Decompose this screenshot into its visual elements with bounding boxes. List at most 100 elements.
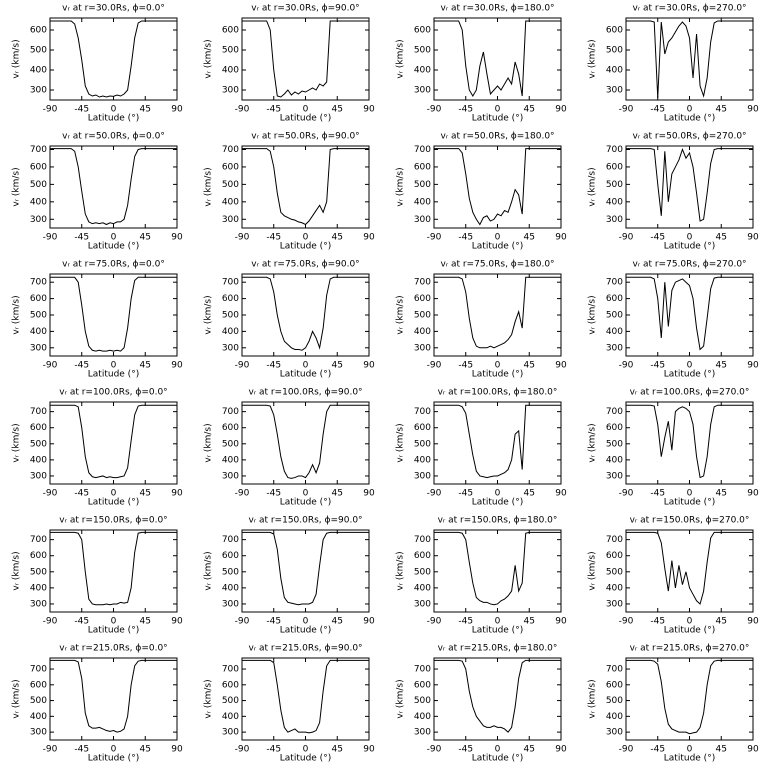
data-line xyxy=(434,531,561,606)
y-tick-label: 300 xyxy=(414,599,431,609)
x-tick-label: 0 xyxy=(111,617,117,627)
y-tick-label: 700 xyxy=(222,145,239,155)
plot-frame xyxy=(241,529,370,613)
x-tick-label: 90 xyxy=(555,489,567,499)
plot-frame xyxy=(241,17,370,101)
y-axis-label: vᵣ (km/s) xyxy=(12,679,22,718)
y-tick-label: 300 xyxy=(222,86,239,96)
y-tick-label: 700 xyxy=(606,535,623,545)
y-tick-label: 600 xyxy=(606,26,623,36)
y-tick-label: 700 xyxy=(414,145,431,155)
x-tick-label: 0 xyxy=(111,105,117,115)
y-tick-label: 600 xyxy=(414,680,431,690)
y-tick-label: 600 xyxy=(222,551,239,561)
panel: vᵣ at r=50.0Rs, ϕ=270.0° -90 -45 0 45 90 300 40… xyxy=(588,132,759,252)
x-tick-label: 45 xyxy=(524,105,535,115)
panel-title: vᵣ at r=150.0Rs, ϕ=180.0° xyxy=(438,516,558,526)
x-tick-label: 90 xyxy=(363,617,375,627)
panel: vᵣ at r=150.0Rs, ϕ=270.0° -90 -45 0 45 90 300 4… xyxy=(588,516,759,636)
y-tick-label: 700 xyxy=(414,535,431,545)
y-axis-label: vᵣ (km/s) xyxy=(204,39,214,78)
x-tick-label: 45 xyxy=(716,105,727,115)
x-tick-label: 45 xyxy=(332,489,343,499)
x-tick-label: -90 xyxy=(427,233,442,243)
x-tick-label: -90 xyxy=(427,105,442,115)
plot-frame xyxy=(241,657,370,741)
y-tick-label: 600 xyxy=(414,26,431,36)
data-line xyxy=(626,276,753,351)
x-tick-label: 45 xyxy=(716,361,727,371)
x-tick-label: 0 xyxy=(111,489,117,499)
x-tick-label: 90 xyxy=(747,489,759,499)
y-tick-label: 700 xyxy=(606,665,623,675)
x-tick-label: 0 xyxy=(111,233,117,243)
x-tick-label: -90 xyxy=(235,617,250,627)
x-tick-label: 0 xyxy=(303,745,309,755)
y-tick-label: 600 xyxy=(414,423,431,433)
panel-title: vᵣ at r=150.0Rs, ϕ=90.0° xyxy=(248,516,362,526)
y-tick-label: 400 xyxy=(606,712,623,722)
data-line xyxy=(626,659,753,735)
y-tick-label: 300 xyxy=(222,728,239,738)
x-tick-label: 0 xyxy=(687,489,693,499)
x-tick-label: 45 xyxy=(332,361,343,371)
x-axis-label: Latitude (°) xyxy=(88,498,139,508)
x-tick-label: 90 xyxy=(363,105,375,115)
panel: vᵣ at r=50.0Rs, ϕ=180.0° -90 -45 0 45 90 300 40… xyxy=(396,132,567,252)
panel: vᵣ at r=75.0Rs, ϕ=0.0° -90 -45 0 45 90 300 400 5… xyxy=(12,260,183,380)
plot-frame xyxy=(433,145,562,229)
x-tick-label: 90 xyxy=(555,233,567,243)
x-tick-label: 90 xyxy=(555,361,567,371)
y-tick-label: 700 xyxy=(414,278,431,288)
plot-frame xyxy=(241,401,370,485)
y-tick-label: 600 xyxy=(222,680,239,690)
y-tick-label: 400 xyxy=(222,712,239,722)
x-tick-label: 0 xyxy=(687,233,693,243)
plot-frame xyxy=(49,657,178,741)
x-tick-label: -90 xyxy=(43,617,58,627)
panel: vᵣ at r=50.0Rs, ϕ=0.0° -90 -45 0 45 90 300 400 5… xyxy=(12,132,183,252)
y-tick-label: 600 xyxy=(414,162,431,172)
y-axis-label: vᵣ (km/s) xyxy=(12,423,22,462)
x-axis-label: Latitude (°) xyxy=(280,626,331,636)
y-tick-label: 500 xyxy=(30,311,47,321)
data-line xyxy=(50,404,177,479)
y-tick-label: 400 xyxy=(414,66,431,76)
y-tick-label: 500 xyxy=(606,180,623,190)
panel-title: vᵣ at r=215.0Rs, ϕ=90.0° xyxy=(248,644,362,654)
x-tick-label: -45 xyxy=(74,105,89,115)
y-tick-label: 300 xyxy=(222,599,239,609)
x-axis-label: Latitude (°) xyxy=(472,370,523,380)
x-tick-label: -90 xyxy=(619,361,634,371)
y-tick-label: 400 xyxy=(414,712,431,722)
y-tick-label: 400 xyxy=(414,583,431,593)
y-tick-label: 600 xyxy=(414,551,431,561)
plot-frame xyxy=(433,529,562,613)
x-tick-label: 90 xyxy=(363,233,375,243)
x-tick-label: 45 xyxy=(140,617,151,627)
panel-title: vᵣ at r=30.0Rs, ϕ=90.0° xyxy=(251,4,359,14)
y-tick-label: 500 xyxy=(414,567,431,577)
x-tick-label: -45 xyxy=(650,489,665,499)
y-tick-label: 700 xyxy=(30,278,47,288)
plot-frame xyxy=(241,273,370,357)
x-tick-label: 0 xyxy=(303,105,309,115)
x-axis-label: Latitude (°) xyxy=(280,754,331,764)
panel: vᵣ at r=75.0Rs, ϕ=90.0° -90 -45 0 45 90 300 400… xyxy=(204,260,375,380)
x-tick-label: -90 xyxy=(619,617,634,627)
y-tick-label: 500 xyxy=(414,311,431,321)
x-tick-label: 45 xyxy=(140,489,151,499)
x-tick-label: -45 xyxy=(266,361,281,371)
y-tick-label: 400 xyxy=(606,455,623,465)
data-line xyxy=(626,404,753,479)
x-tick-label: 0 xyxy=(687,361,693,371)
data-line xyxy=(242,659,369,734)
y-tick-label: 500 xyxy=(414,439,431,449)
x-tick-label: 0 xyxy=(111,745,117,755)
x-tick-label: 90 xyxy=(363,361,375,371)
y-tick-label: 600 xyxy=(606,680,623,690)
y-tick-label: 600 xyxy=(222,294,239,304)
x-axis-label: Latitude (°) xyxy=(664,626,715,636)
panel-title: vᵣ at r=50.0Rs, ϕ=0.0° xyxy=(62,132,165,142)
data-line xyxy=(434,276,561,349)
